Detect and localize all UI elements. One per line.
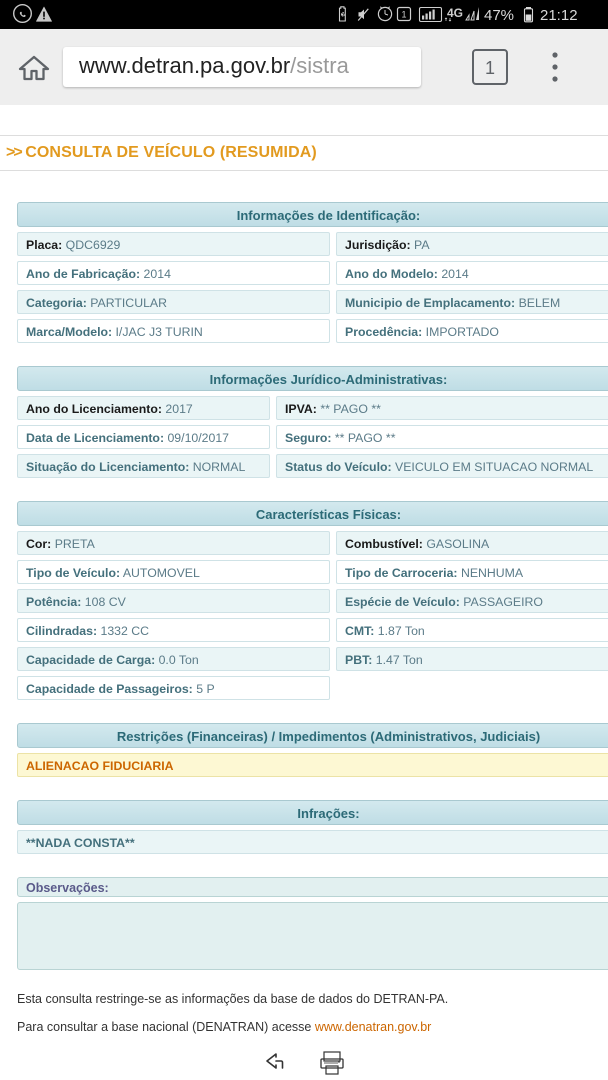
svg-text:1: 1 bbox=[401, 10, 406, 20]
svg-text:47%: 47% bbox=[484, 7, 514, 24]
svg-text:21:12: 21:12 bbox=[540, 7, 578, 24]
svg-text:4G: 4G bbox=[447, 6, 463, 20]
